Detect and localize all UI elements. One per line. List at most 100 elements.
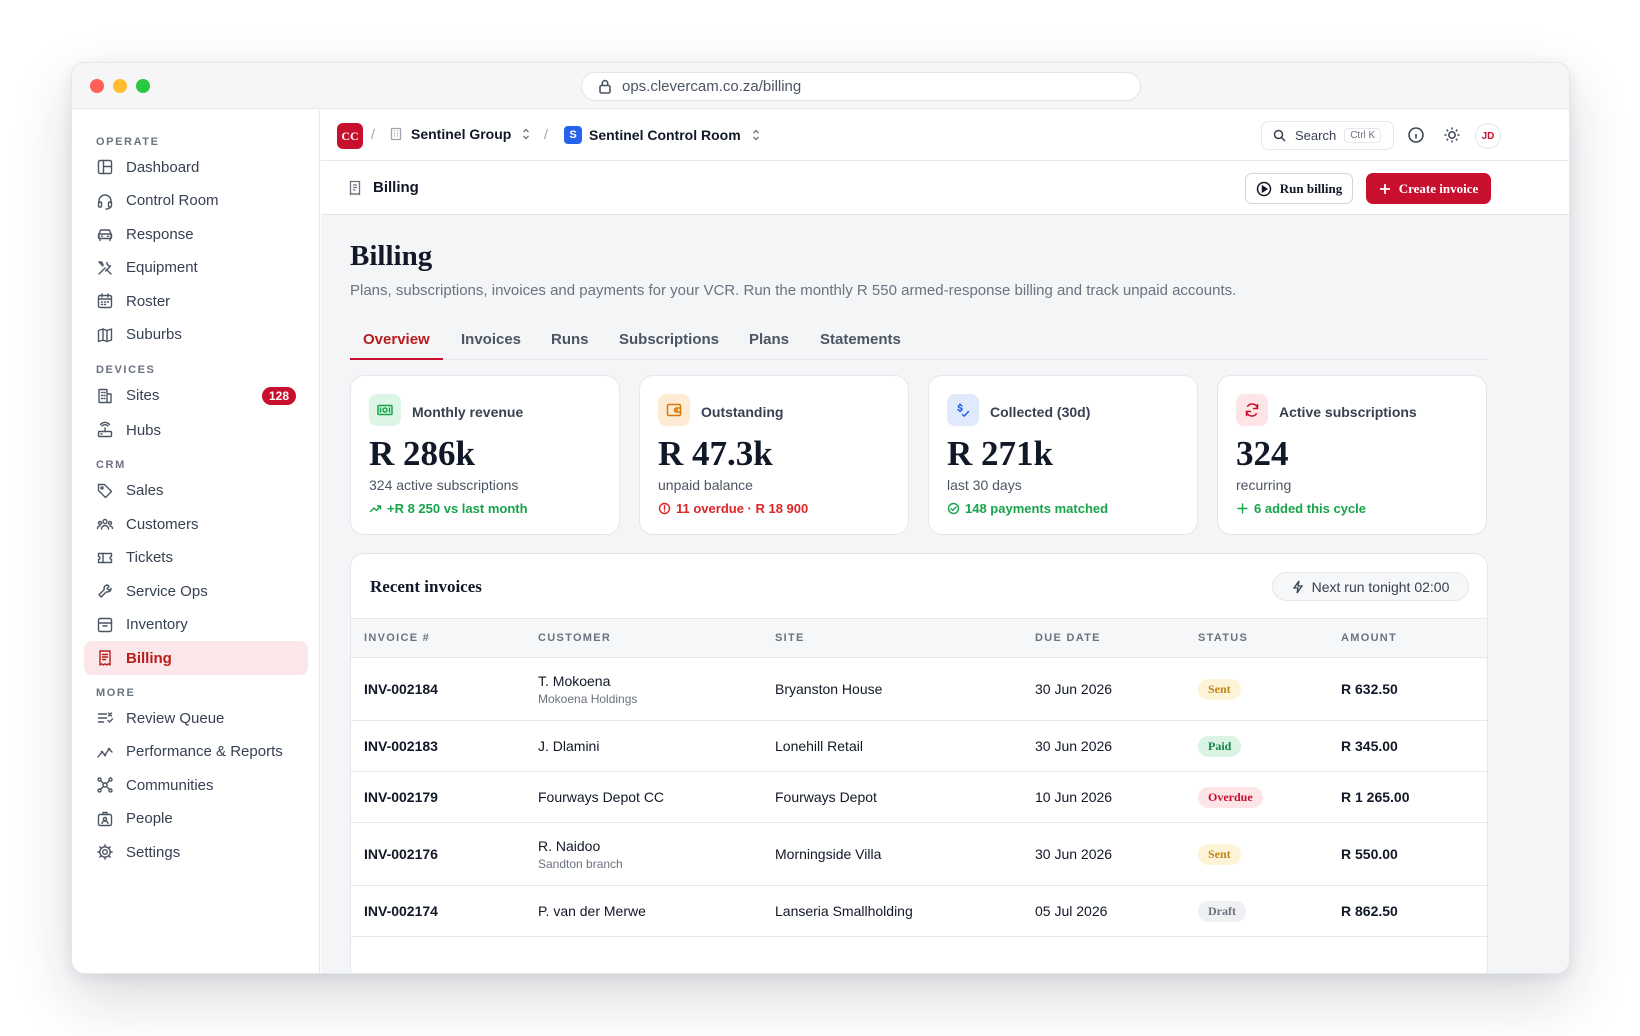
stat-icon-badge [658,394,690,426]
tab-overview[interactable]: Overview [363,331,430,348]
receipt-icon [99,650,111,666]
column-header[interactable]: STATUS [1198,632,1249,644]
info-icon[interactable] [1406,125,1426,145]
stat-card-outstanding[interactable]: Outstanding R 47.3k unpaid balance 11 overd… [639,375,909,535]
site-name: Lonehill Retail [775,737,863,754]
column-header[interactable]: AMOUNT [1341,632,1398,644]
tab-plans[interactable]: Plans [749,331,790,348]
table-row[interactable]: INV-002184 T. Mokoena Mokoena Holdings Brya… [351,658,1487,721]
main-area: CC / Sentinel Group / S Sentinel Control… [321,110,1569,973]
due-date: 30 Jun 2026 [1035,737,1113,754]
minimize-window-button[interactable] [113,79,127,93]
workspace-switcher[interactable]: S Sentinel Control Room [564,126,761,144]
sidebar-item-hubs[interactable]: Hubs [84,413,308,447]
stat-icon-badge [1236,394,1268,426]
workspace-name: Sentinel Control Room [589,127,741,143]
stat-label: Active subscriptions [1279,404,1417,420]
customer-name: R. Naidoo [538,837,601,854]
browser-window: ops.clevercam.co.za/billing OPERATE Dashb… [71,62,1570,974]
sidebar-item-suburbs[interactable]: Suburbs [84,318,308,352]
sidebar-item-customers[interactable]: Customers [84,507,308,541]
sidebar-item-sales[interactable]: Sales [84,474,308,508]
customer-cell: R. Naidoo Sandton branch [538,838,623,871]
refresh-icon [1245,403,1259,417]
close-window-button[interactable] [90,79,104,93]
sidebar-item-roster[interactable]: Roster [84,284,308,318]
table-header: INVOICE # CUSTOMER SITE DUE DATE STATUS AMOUN… [351,618,1487,658]
sidebar-item-review-queue[interactable]: Review Queue [84,701,308,735]
sidebar-item-sites[interactable]: Sites 128 [84,379,308,413]
stat-caption: last 30 days [947,477,1022,493]
tab-invoices[interactable]: Invoices [461,331,522,348]
page-toolbar-title-text: Billing [373,179,419,196]
lock-icon [599,79,611,94]
sidebar-item-label: Inventory [126,616,188,633]
stat-trend-text: 11 overdue · R 18 900 [676,501,809,516]
column-header[interactable]: DUE DATE [1035,632,1101,644]
cash-icon [377,404,393,416]
ticket-icon [97,552,113,563]
stat-trend-text: +R 8 250 vs last month [387,501,528,516]
site-name: Fourways Depot [775,788,877,805]
table-row[interactable]: INV-002179 Fourways Depot CC Fourways Depo… [351,772,1487,823]
sidebar-section-label: CRM [96,459,126,471]
tab-runs[interactable]: Runs [551,331,589,348]
stat-trend-text: 148 payments matched [965,501,1109,516]
sidebar-item-inventory[interactable]: Inventory [84,608,308,642]
column-header[interactable]: CUSTOMER [538,632,612,644]
sidebar-item-dashboard[interactable]: Dashboard [84,150,308,184]
trend-indicator-icon [947,502,960,515]
trend-icon [97,747,113,758]
search-button[interactable]: Search Ctrl K [1261,121,1394,150]
tab-subscriptions[interactable]: Subscriptions [619,331,720,348]
sidebar-item-communities[interactable]: Communities [84,768,308,802]
sidebar-item-billing[interactable]: Billing [84,641,308,675]
sidebar-item-control-room[interactable]: Control Room [84,184,308,218]
search-icon [1273,129,1286,142]
sidebar-item-label: Suburbs [126,326,182,343]
stat-trend: 148 payments matched [947,501,1108,516]
run-billing-button[interactable]: Run billing [1245,173,1353,204]
sidebar-item-response[interactable]: Response [84,217,308,251]
sidebar-item-label: Settings [126,843,181,861]
stat-card-monthly-revenue[interactable]: Monthly revenue R 286k 324 active subscrip… [350,375,620,535]
next-run-badge[interactable]: Next run tonight 02:00 [1272,572,1469,601]
column-header[interactable]: SITE [775,632,805,644]
invoice-amount: R 550.00 [1341,845,1398,862]
stat-icon-badge [947,394,979,426]
theme-sun-icon[interactable] [1442,125,1462,145]
sidebar-section-label: OPERATE [96,136,160,148]
create-invoice-button[interactable]: Create invoice [1366,173,1491,204]
table-row[interactable]: INV-002176 R. Naidoo Sandton branch Morning… [351,823,1487,886]
invoice-amount: R 1 265.00 [1341,788,1410,805]
receipt-icon [349,180,361,196]
table-row[interactable]: INV-002183 J. Dlamini Lonehill Retail 30 Ju… [351,721,1487,772]
tab-statements[interactable]: Statements [820,331,901,348]
sidebar-item-performance-reports[interactable]: Performance & Reports [84,735,308,769]
building-icon [98,388,112,403]
plus-icon [1379,183,1390,194]
status-badge: Sent [1198,843,1241,865]
workspace-logo: S [564,126,582,144]
table-row[interactable]: INV-002174 P. van der Merwe Lanseria Small… [351,886,1487,937]
app-logo[interactable]: CC [337,123,363,149]
column-header[interactable]: INVOICE # [364,632,431,644]
stat-label: Outstanding [701,404,784,420]
maximize-window-button[interactable] [136,79,150,93]
sidebar-item-service-ops[interactable]: Service Ops [84,574,308,608]
stat-card-active-subscriptions[interactable]: Active subscriptions 324 recurring 6 added … [1217,375,1487,535]
sidebar-item-equipment[interactable]: Equipment [84,251,308,285]
stat-trend: 6 added this cycle [1236,501,1366,516]
sidebar-item-settings[interactable]: Settings [84,835,308,869]
stat-label: Collected (30d) [990,404,1091,420]
count-badge: 128 [261,386,296,405]
headset-icon [97,193,113,210]
address-bar[interactable]: ops.clevercam.co.za/billing [581,72,1141,101]
sidebar-item-people[interactable]: People [84,802,308,836]
stat-trend: +R 8 250 vs last month [369,501,528,516]
user-avatar[interactable]: JD [1475,123,1501,149]
stat-card-collected-30d[interactable]: Collected (30d) R 271k last 30 days 148 pay… [928,375,1198,535]
org-switcher[interactable]: Sentinel Group [389,126,531,142]
sidebar-item-tickets[interactable]: Tickets [84,541,308,575]
customer-name: J. Dlamini [538,737,600,754]
